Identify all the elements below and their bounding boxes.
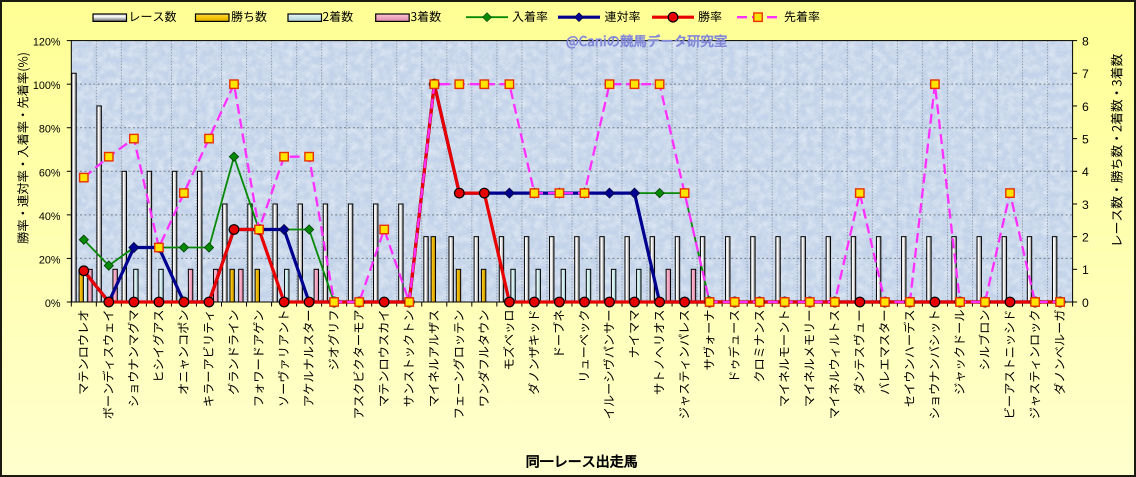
svg-text:60%: 60% bbox=[39, 167, 61, 179]
svg-text:7: 7 bbox=[1082, 67, 1089, 81]
svg-text:0%: 0% bbox=[45, 298, 61, 310]
svg-text:2: 2 bbox=[1082, 231, 1089, 245]
svg-text:4: 4 bbox=[1082, 165, 1089, 179]
svg-text:6: 6 bbox=[1082, 100, 1089, 114]
svg-text:40%: 40% bbox=[39, 211, 61, 223]
svg-text:8: 8 bbox=[1082, 34, 1089, 48]
svg-text:5: 5 bbox=[1082, 132, 1089, 146]
svg-text:20%: 20% bbox=[39, 254, 61, 266]
svg-text:80%: 80% bbox=[39, 124, 61, 136]
svg-text:0: 0 bbox=[1082, 296, 1089, 310]
svg-text:120%: 120% bbox=[33, 37, 61, 49]
svg-text:100%: 100% bbox=[33, 80, 61, 92]
svg-text:1: 1 bbox=[1082, 263, 1089, 277]
svg-text:3: 3 bbox=[1082, 198, 1089, 212]
